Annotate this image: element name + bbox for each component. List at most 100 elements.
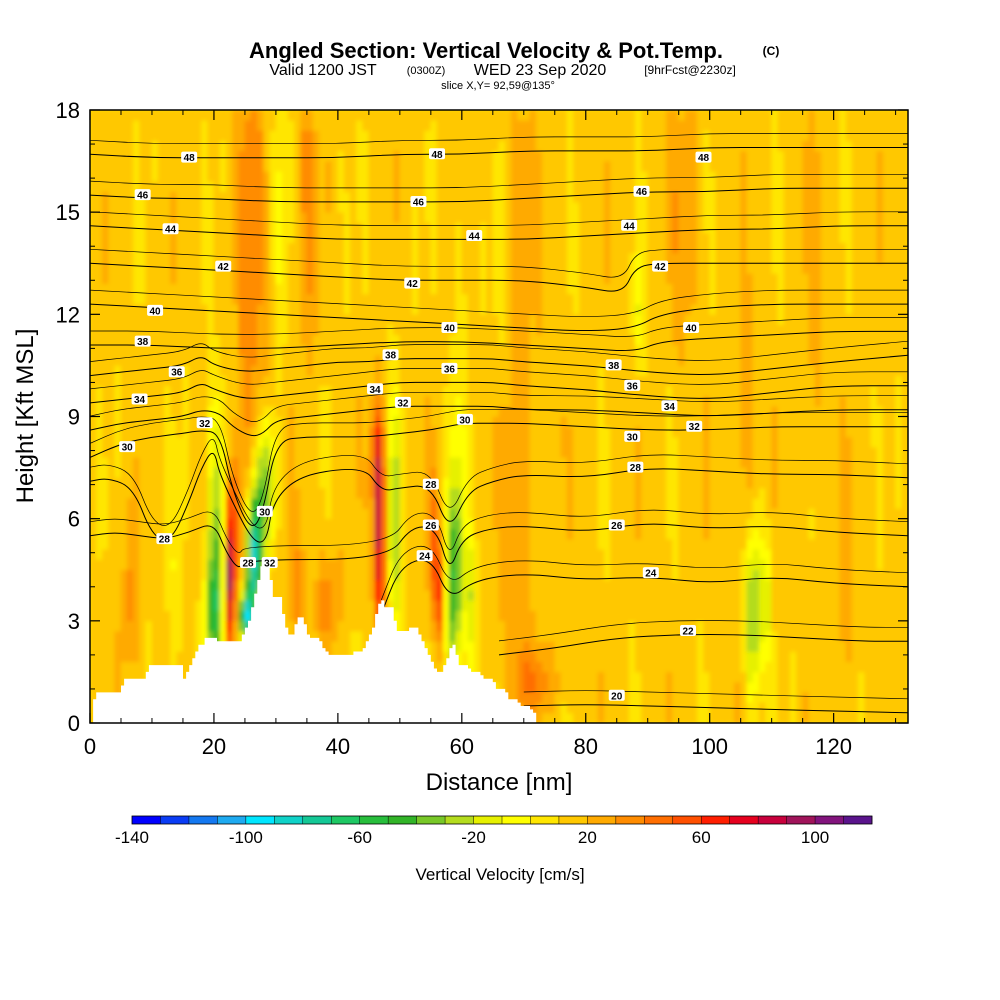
velocity-cell — [108, 538, 116, 550]
velocity-cell — [566, 395, 574, 407]
velocity-cell — [566, 191, 574, 203]
velocity-cell — [318, 477, 326, 489]
velocity-cell — [343, 426, 351, 438]
velocity-cell — [498, 232, 506, 244]
velocity-cell — [188, 375, 196, 387]
velocity-cell — [263, 334, 271, 346]
velocity-cell — [157, 589, 165, 601]
velocity-cell — [480, 365, 487, 376]
velocity-cell — [201, 201, 209, 213]
velocity-cell — [535, 324, 543, 336]
velocity-cell — [511, 436, 518, 448]
velocity-cell — [120, 477, 128, 489]
velocity-cell — [560, 262, 568, 274]
velocity-cell — [263, 211, 271, 223]
velocity-cell — [318, 252, 326, 264]
velocity-cell — [461, 436, 469, 448]
velocity-cell — [126, 600, 134, 611]
velocity-cell — [517, 620, 525, 632]
velocity-cell — [424, 201, 432, 213]
velocity-cell — [535, 354, 543, 366]
velocity-cell — [548, 242, 556, 254]
velocity-cell — [133, 303, 140, 315]
velocity-cell — [511, 354, 518, 366]
velocity-cell — [281, 579, 289, 591]
velocity-cell — [411, 283, 419, 295]
velocity-cell — [102, 110, 109, 121]
velocity-cell — [461, 314, 469, 325]
velocity-cell — [238, 201, 246, 213]
velocity-cell — [573, 273, 580, 284]
velocity-cell — [139, 477, 147, 489]
velocity-cell — [288, 620, 295, 632]
velocity-cell — [449, 140, 456, 152]
velocity-cell — [188, 405, 196, 417]
velocity-cell — [120, 600, 128, 611]
velocity-cell — [306, 211, 314, 223]
velocity-cell — [300, 324, 308, 336]
velocity-cell — [157, 344, 165, 356]
velocity-cell — [560, 487, 568, 499]
velocity-cell — [517, 160, 525, 172]
velocity-cell — [523, 630, 531, 642]
velocity-cell — [492, 446, 500, 458]
velocity-cell — [362, 569, 370, 581]
velocity-cell — [164, 181, 171, 193]
velocity-cell — [213, 477, 221, 489]
velocity-cell — [288, 477, 295, 489]
velocity-cell — [213, 303, 221, 315]
velocity-cell — [95, 405, 103, 417]
velocity-cell — [362, 630, 370, 642]
velocity-cell — [436, 293, 444, 305]
velocity-cell — [269, 416, 277, 428]
velocity-cell — [442, 252, 450, 264]
velocity-cell — [288, 518, 295, 530]
velocity-cell — [498, 110, 506, 121]
velocity-cell — [573, 262, 580, 274]
velocity-cell — [455, 232, 463, 244]
velocity-cell — [139, 405, 147, 417]
velocity-cell — [498, 559, 506, 571]
velocity-cell — [325, 467, 332, 479]
velocity-cell — [486, 222, 494, 233]
velocity-cell — [374, 426, 382, 438]
velocity-cell — [312, 375, 320, 387]
velocity-cell — [157, 436, 165, 448]
velocity-cell — [201, 303, 209, 315]
velocity-cell — [318, 467, 326, 479]
velocity-cell — [201, 242, 209, 254]
velocity-cell — [325, 191, 332, 203]
velocity-cell — [480, 222, 487, 233]
velocity-cell — [411, 324, 419, 336]
velocity-cell — [269, 119, 277, 131]
velocity-cell — [182, 671, 190, 683]
velocity-cell — [182, 140, 190, 152]
velocity-cell — [486, 303, 494, 315]
velocity-cell — [176, 385, 184, 397]
velocity-cell — [542, 222, 549, 233]
velocity-cell — [226, 559, 233, 571]
velocity-cell — [157, 579, 165, 591]
velocity-cell — [133, 283, 140, 295]
velocity-cell — [480, 671, 487, 683]
velocity-cell — [529, 681, 537, 693]
velocity-cell — [374, 528, 382, 540]
velocity-cell — [368, 222, 376, 233]
velocity-cell — [219, 446, 227, 458]
velocity-cell — [399, 273, 407, 284]
velocity-cell — [511, 446, 518, 458]
velocity-cell — [182, 518, 190, 530]
velocity-cell — [585, 375, 593, 387]
velocity-cell — [597, 436, 605, 448]
velocity-cell — [430, 579, 438, 591]
velocity-cell — [312, 201, 320, 213]
velocity-cell — [244, 314, 252, 325]
velocity-cell — [232, 467, 240, 479]
velocity-cell — [523, 559, 531, 571]
velocity-cell — [195, 303, 202, 315]
velocity-cell — [300, 457, 308, 468]
velocity-cell — [102, 559, 109, 571]
velocity-cell — [480, 160, 487, 172]
velocity-cell — [467, 467, 475, 479]
velocity-cell — [95, 242, 103, 254]
